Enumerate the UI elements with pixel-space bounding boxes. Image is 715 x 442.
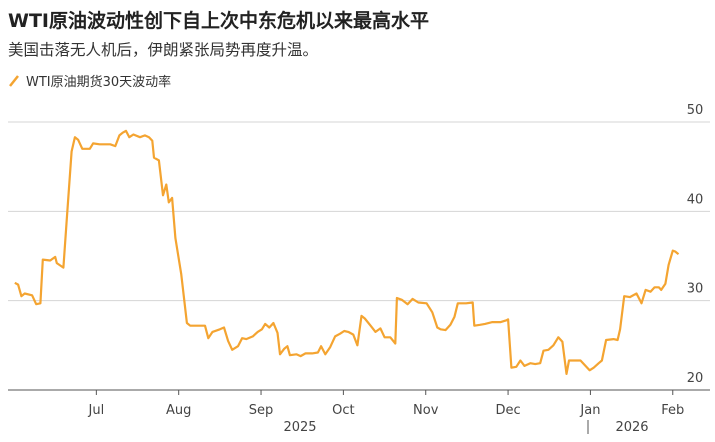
x-tick-label: Aug <box>166 403 191 418</box>
x-tick-label: Oct <box>332 403 354 418</box>
x-tick-label: Feb <box>661 403 684 418</box>
chart-title: WTI原油波动性创下自上次中东危机以来最高水平 <box>8 9 429 32</box>
y-tick-label: 50 <box>687 103 704 118</box>
x-tick-label: Jan <box>579 403 600 418</box>
series-line <box>14 129 680 375</box>
chart-subtitle: 美国击落无人机后，伊朗紧张局势再度升温。 <box>8 41 318 59</box>
x-tick-label: Dec <box>495 403 520 418</box>
legend-label: WTI原油期货30天波动率 <box>26 74 171 90</box>
legend-swatch <box>9 75 19 87</box>
x-tick-label: Nov <box>413 403 439 418</box>
y-tick-label: 20 <box>687 371 704 386</box>
year-label: 2026 <box>615 420 648 435</box>
x-tick-label: Jul <box>88 403 105 418</box>
y-tick-label: 40 <box>687 192 704 207</box>
y-tick-label: 30 <box>687 282 704 297</box>
x-tick-label: Sep <box>249 403 274 418</box>
year-label: 2025 <box>283 420 316 435</box>
